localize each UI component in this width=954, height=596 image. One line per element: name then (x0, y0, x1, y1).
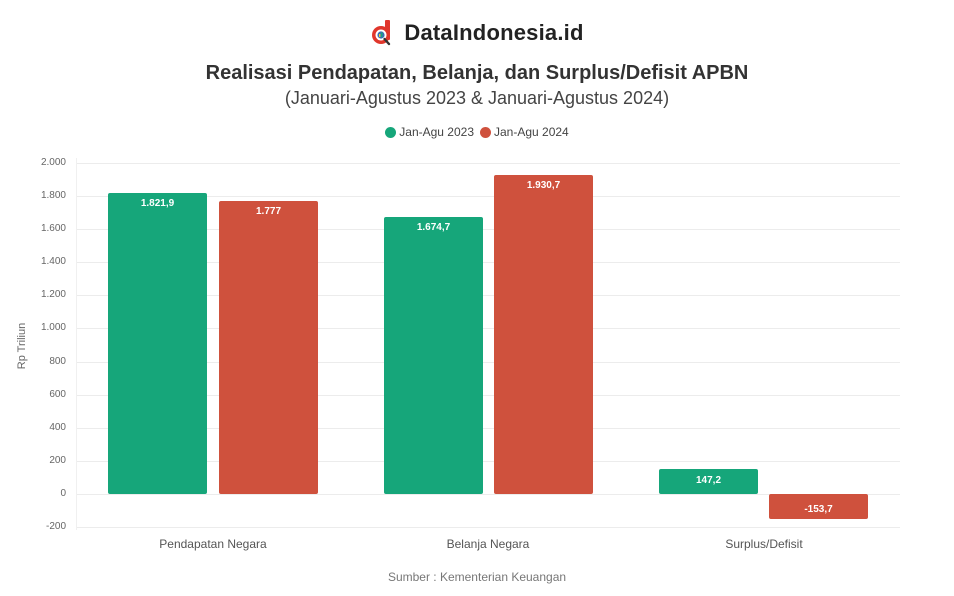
legend-item-2024[interactable]: Jan-Agu 2024 (480, 125, 569, 139)
source-note: Sumber : Kementerian Keuangan (387, 570, 567, 584)
y-tick: 0 (60, 488, 66, 499)
bar-value-label: 1.821,9 (140, 198, 175, 209)
bar-value-label: -153,7 (804, 504, 833, 515)
gridline (76, 428, 900, 429)
y-tick: 800 (49, 356, 66, 367)
gridline (76, 163, 900, 164)
bar-value-label: 1.930,7 (526, 180, 561, 191)
bar-belanja-2023[interactable]: 1.674,7 (384, 217, 483, 494)
x-label-belanja: Belanja Negara (446, 537, 530, 551)
y-tick: 1.400 (40, 256, 66, 267)
gridline (76, 295, 900, 296)
bar-surplus-2023[interactable]: 147,2 (659, 469, 758, 494)
gridline (76, 527, 900, 528)
chart-title: Realisasi Pendapatan, Belanja, dan Surpl… (205, 62, 749, 84)
gridline (76, 328, 900, 329)
gridline (76, 362, 900, 363)
bar-pendapatan-2024[interactable]: 1.777 (219, 201, 318, 494)
legend-item-2023[interactable]: Jan-Agu 2023 (385, 125, 474, 139)
legend-dot-icon (480, 126, 491, 138)
gridline (76, 395, 900, 396)
chart-subtitle: (Januari-Agustus 2023 & Januari-Agustus … (284, 88, 670, 108)
y-tick: 1.600 (40, 223, 66, 234)
y-tick: 600 (49, 389, 66, 400)
x-label-pendapatan: Pendapatan Negara (159, 537, 267, 551)
y-tick: 200 (49, 455, 66, 466)
y-axis-label: Rp Triliun (16, 322, 28, 370)
legend: Jan-Agu 2023 Jan-Agu 2024 (0, 125, 954, 139)
y-tick: 2.000 (40, 157, 66, 168)
legend-label: Jan-Agu 2023 (399, 125, 474, 139)
gridline-zero (76, 494, 900, 495)
legend-label: Jan-Agu 2024 (494, 125, 569, 139)
dataindonesia-logo-icon (370, 20, 394, 46)
gridline (76, 229, 900, 230)
legend-dot-icon (385, 126, 397, 138)
y-tick: 1.000 (40, 322, 66, 333)
brand-header: DataIndonesia.id (0, 20, 954, 46)
bar-value-label: 147,2 (695, 475, 722, 486)
gridline (76, 461, 900, 462)
y-tick: 1.200 (40, 289, 66, 300)
x-label-surplus-defisit: Surplus/Defisit (725, 537, 803, 551)
y-tick: 400 (49, 422, 66, 433)
y-axis-line (76, 158, 77, 530)
y-tick: -200 (45, 521, 66, 532)
bar-pendapatan-2023[interactable]: 1.821,9 (108, 193, 207, 494)
gridline (76, 196, 900, 197)
gridline (76, 262, 900, 263)
bar-value-label: 1.777 (255, 206, 282, 217)
y-tick: 1.800 (40, 190, 66, 201)
brand-name: DataIndonesia.id (404, 20, 584, 45)
bar-defisit-2024[interactable]: -153,7 (769, 494, 868, 519)
bar-value-label: 1.674,7 (416, 222, 451, 233)
bar-belanja-2024[interactable]: 1.930,7 (494, 175, 593, 494)
